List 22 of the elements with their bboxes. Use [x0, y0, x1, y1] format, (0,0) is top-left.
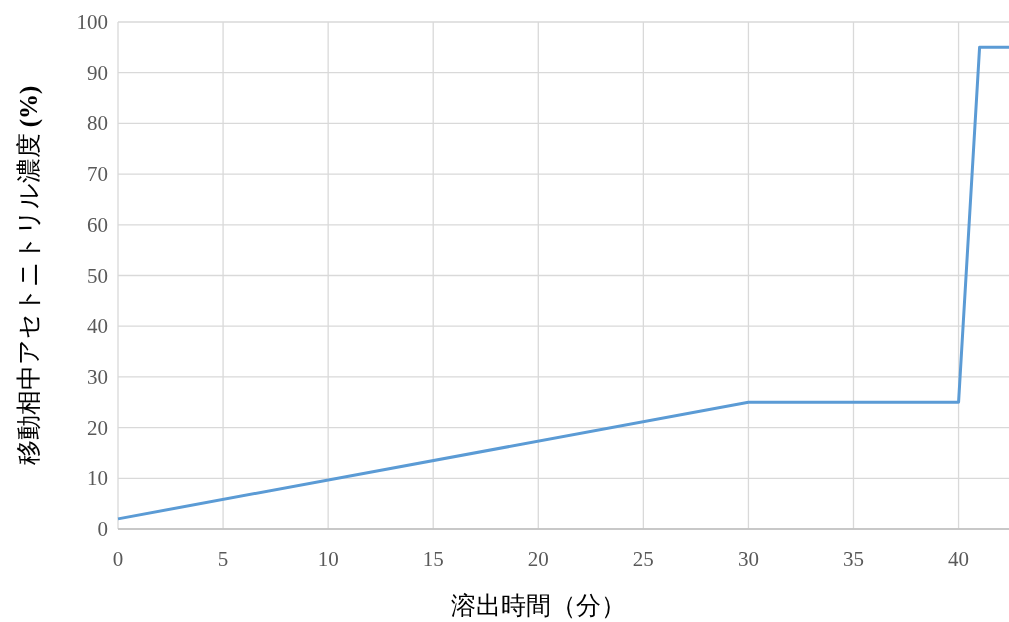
x-tick-label: 40: [948, 547, 970, 571]
y-tick-label: 40: [87, 314, 108, 339]
y-tick-label: 0: [97, 517, 108, 541]
x-tick-label: 0: [112, 547, 124, 571]
y-tick-label: 20: [87, 415, 108, 440]
y-tick-label: 50: [87, 263, 108, 288]
y-axis-title: 移動相中アセトニトリル濃度 (%): [15, 85, 43, 466]
y-tick-label: 30: [87, 364, 108, 389]
y-tick-label: 90: [87, 60, 108, 85]
x-tick-label: 20: [527, 547, 549, 571]
x-axis-title: 溶出時間（分）: [451, 592, 626, 619]
x-tick-label: 35: [843, 547, 864, 571]
x-tick-label: 25: [632, 547, 654, 571]
y-tick-label: 70: [87, 162, 108, 187]
x-tick-label: 15: [422, 547, 444, 571]
y-tick-label: 10: [87, 466, 108, 491]
x-tick-label: 5: [217, 547, 229, 571]
x-tick-label: 10: [317, 547, 339, 571]
x-tick-label: 30: [737, 547, 759, 571]
y-tick-label: 80: [87, 111, 108, 136]
y-tick-label: 100: [76, 10, 108, 34]
y-tick-label: 60: [87, 212, 108, 237]
